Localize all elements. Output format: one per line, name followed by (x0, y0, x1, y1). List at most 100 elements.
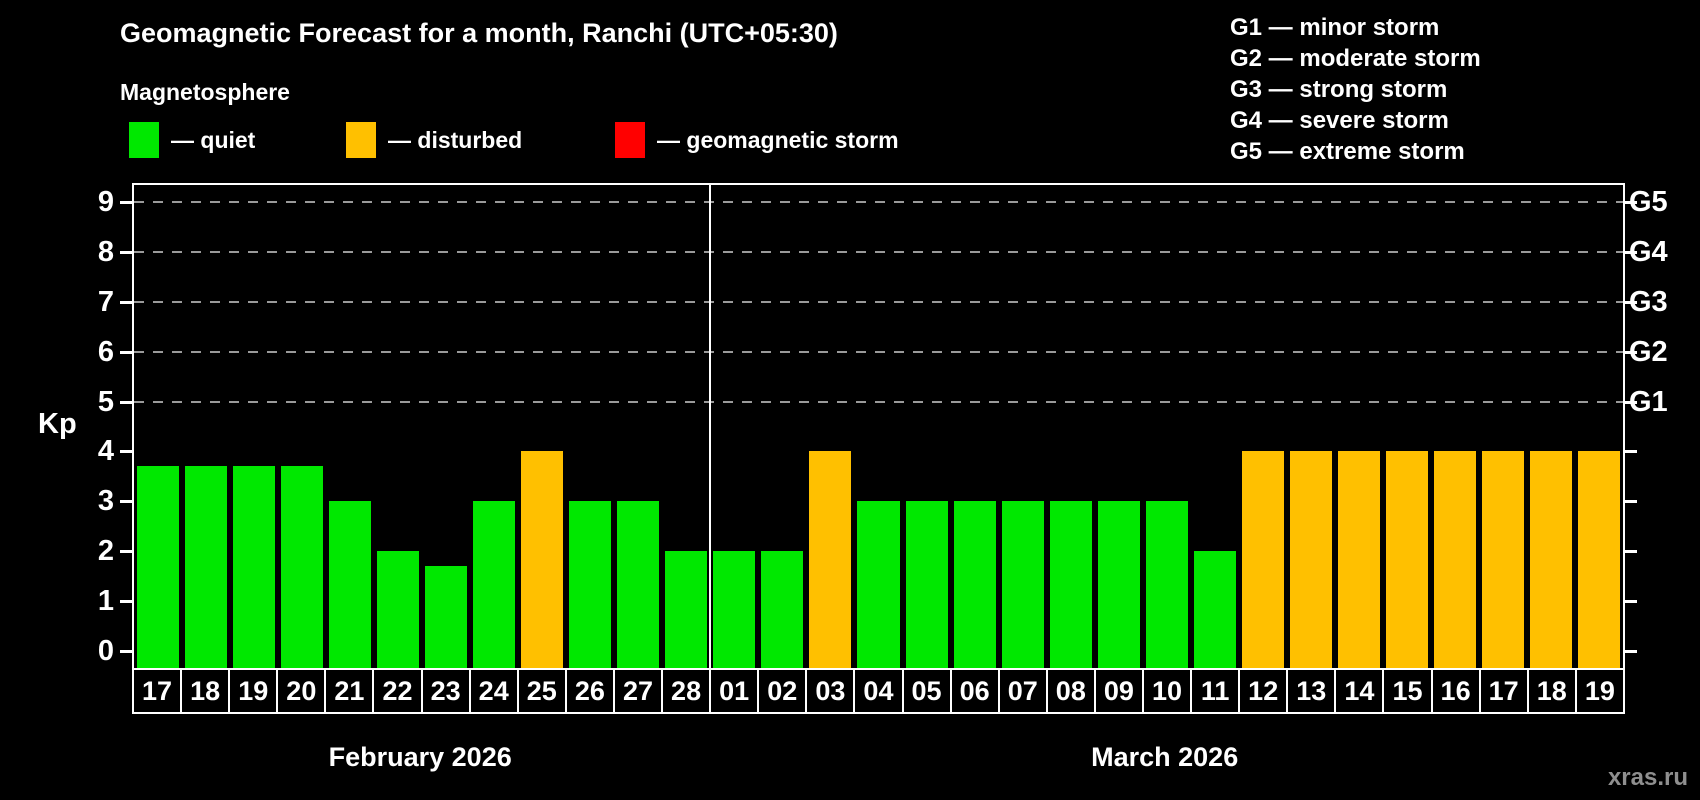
bar-march-07 (1001, 501, 1044, 668)
month-caption-1: February 2026 (328, 742, 512, 772)
y-tick-label-0: 0 (97, 635, 114, 667)
date-label-march-04: 04 (855, 670, 904, 712)
gridline-kp-5 (134, 400, 1623, 403)
y-tick-7 (120, 300, 132, 304)
date-axis: 17 18 19 20 21 22 23 24 25 26 27 28 01 02 03 04 05 06 07 08… (132, 668, 1625, 714)
y-tick-5 (120, 400, 132, 404)
month-caption-2: March 2026 (1091, 742, 1239, 772)
y-tick-4 (120, 450, 132, 454)
bar-march-08 (1049, 501, 1092, 668)
date-label-march-14: 14 (1336, 670, 1385, 712)
bar-march-11 (1193, 551, 1236, 668)
date-label-february-20: 20 (278, 670, 327, 712)
bar-february-25 (521, 451, 564, 668)
bar-march-01 (713, 551, 756, 668)
y-tick-label-6: 6 (97, 335, 114, 368)
date-label-february-18: 18 (182, 670, 231, 712)
date-label-march-11: 11 (1192, 670, 1241, 712)
right-tick-1 (1625, 600, 1637, 604)
bar-march-09 (1097, 501, 1140, 668)
g-legend-line-2: G2 — moderate storm (1230, 45, 1481, 72)
bar-february-28 (665, 551, 708, 668)
plot-area: Kp 0 1 2 3 4 5 6 7 8 9 G1 G2 G3 G4 G5 (38, 183, 1668, 668)
date-label-march-05: 05 (904, 670, 952, 712)
date-label-march-15: 15 (1384, 670, 1433, 712)
y-tick-label-9: 9 (97, 185, 114, 218)
gridline-kp-7 (134, 300, 1623, 303)
storm-legend-label: — geomagnetic storm (657, 126, 899, 153)
y-tick-label-2: 2 (97, 535, 114, 568)
bar-march-06 (953, 501, 996, 668)
date-label-march-03: 03 (807, 670, 856, 712)
g-axis-label-G2: G2 (1629, 335, 1668, 368)
y-tick-label-1: 1 (97, 585, 114, 618)
storm-color-swatch (615, 122, 645, 158)
g-axis-label-G1: G1 (1629, 385, 1668, 418)
g-axis-label-G5: G5 (1629, 185, 1668, 218)
date-label-march-19: 19 (1584, 675, 1615, 706)
y-tick-9 (120, 200, 132, 204)
y-tick-label-7: 7 (97, 285, 114, 318)
date-label-march-10: 10 (1144, 670, 1193, 712)
right-tick-8 (1625, 250, 1637, 254)
date-label-march-13: 13 (1288, 670, 1337, 712)
date-label-march-17: 17 (1481, 670, 1529, 712)
magnetosphere-label: Magnetosphere (120, 79, 290, 105)
g-axis-label-G3: G3 (1629, 285, 1668, 318)
date-label-march-07: 07 (1000, 670, 1048, 712)
quiet-color-swatch (129, 122, 159, 158)
bar-march-10 (1145, 501, 1188, 668)
quiet-legend-label: — quiet (171, 126, 256, 153)
gridline-kp-6 (134, 350, 1623, 353)
disturbed-color-swatch (346, 122, 376, 158)
g-legend-line-3: G3 — strong storm (1230, 76, 1448, 103)
right-tick-0 (1625, 650, 1637, 653)
y-tick-6 (120, 350, 132, 354)
g-scale-legend: G1 — minor storm G2 — moderate storm G3 — … (1230, 12, 1481, 167)
bar-march-19 (1577, 451, 1620, 668)
right-tick-4 (1625, 450, 1637, 454)
bar-march-17 (1481, 451, 1524, 668)
date-label-february-24: 24 (471, 670, 519, 712)
bar-february-17 (137, 466, 180, 668)
y-tick-8 (120, 250, 132, 254)
legend-item-disturbed: — disturbed (346, 121, 522, 159)
date-label-march-01: 01 (711, 670, 760, 712)
bar-february-24 (473, 501, 516, 668)
date-label-march-12: 12 (1240, 670, 1289, 712)
bar-february-21 (329, 501, 372, 668)
bar-february-18 (185, 466, 228, 668)
y-tick-2 (120, 550, 132, 554)
bar-march-15 (1385, 451, 1428, 668)
g-legend-line-1: G1 — minor storm (1230, 14, 1440, 41)
bar-march-04 (857, 501, 900, 668)
date-label-march-02: 02 (759, 670, 808, 712)
month-divider (709, 185, 712, 668)
y-tick-label-4: 4 (97, 435, 114, 468)
bar-february-19 (233, 466, 276, 668)
date-label-march-16: 16 (1433, 670, 1481, 712)
y-tick-3 (120, 500, 132, 504)
right-tick-2 (1625, 550, 1637, 554)
date-label-february-22: 22 (374, 670, 423, 712)
g-legend-line-5: G5 — extreme storm (1230, 138, 1465, 165)
date-label-february-25: 25 (519, 670, 567, 712)
date-label-march-06: 06 (952, 670, 1000, 712)
bar-february-23 (425, 566, 468, 668)
disturbed-legend-label: — disturbed (388, 126, 523, 153)
y-tick-label-5: 5 (97, 385, 114, 418)
g-legend-line-4: G4 — severe storm (1230, 107, 1449, 134)
g-axis-label-G4: G4 (1629, 235, 1668, 268)
date-label-february-21: 21 (326, 670, 375, 712)
right-tick-6 (1625, 350, 1637, 354)
y-tick-label-8: 8 (97, 235, 114, 268)
date-label-february-17: 17 (134, 670, 183, 712)
y-axis-title: Kp (38, 408, 77, 441)
bar-march-16 (1433, 451, 1476, 668)
bar-march-13 (1289, 451, 1332, 668)
gridline-kp-8 (134, 250, 1623, 253)
date-label-february-27: 27 (615, 670, 664, 712)
date-label-march-18: 18 (1529, 670, 1577, 712)
bar-february-27 (617, 501, 660, 668)
